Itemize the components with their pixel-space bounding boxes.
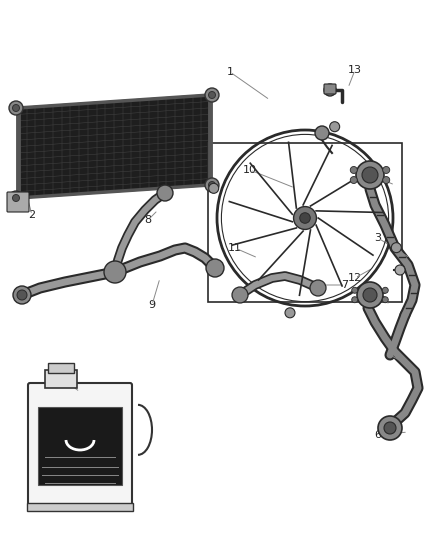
Circle shape: [205, 178, 219, 192]
Circle shape: [9, 191, 23, 205]
Circle shape: [310, 280, 326, 296]
Circle shape: [13, 286, 31, 304]
Circle shape: [378, 416, 402, 440]
Circle shape: [382, 297, 388, 303]
FancyBboxPatch shape: [324, 84, 336, 94]
Circle shape: [395, 265, 405, 275]
Circle shape: [13, 195, 20, 201]
Circle shape: [382, 287, 388, 293]
Text: 13: 13: [348, 65, 362, 75]
Circle shape: [285, 308, 295, 318]
Circle shape: [17, 290, 27, 300]
Circle shape: [383, 176, 390, 183]
Circle shape: [363, 288, 377, 302]
Text: 11: 11: [228, 243, 242, 253]
Circle shape: [232, 287, 248, 303]
Text: 3: 3: [374, 233, 381, 243]
Circle shape: [205, 88, 219, 102]
Circle shape: [300, 213, 310, 223]
Text: 10: 10: [243, 165, 257, 175]
Circle shape: [350, 166, 357, 173]
Polygon shape: [18, 95, 210, 198]
Text: 14: 14: [55, 373, 69, 383]
Circle shape: [356, 161, 384, 189]
Circle shape: [315, 126, 329, 140]
Circle shape: [391, 243, 401, 253]
Bar: [38, 407, 122, 485]
Text: 2: 2: [28, 210, 35, 220]
Circle shape: [357, 282, 383, 308]
FancyBboxPatch shape: [28, 383, 132, 505]
Circle shape: [293, 207, 316, 229]
Circle shape: [350, 176, 357, 183]
Circle shape: [352, 297, 358, 303]
Circle shape: [384, 422, 396, 434]
Text: 1: 1: [226, 67, 233, 77]
Circle shape: [324, 84, 336, 96]
Circle shape: [208, 92, 215, 99]
Circle shape: [383, 166, 390, 173]
Text: 9: 9: [148, 300, 155, 310]
Text: 5: 5: [379, 293, 386, 303]
Circle shape: [330, 122, 339, 132]
Circle shape: [9, 101, 23, 115]
Circle shape: [208, 182, 215, 189]
Bar: [45, 370, 77, 388]
Text: 5: 5: [374, 173, 381, 183]
Text: 4: 4: [386, 350, 394, 360]
Bar: [27, 503, 133, 511]
Circle shape: [352, 287, 358, 293]
Circle shape: [206, 259, 224, 277]
Circle shape: [208, 183, 219, 193]
Bar: [48, 363, 74, 373]
Circle shape: [104, 261, 126, 283]
Circle shape: [157, 185, 173, 201]
Circle shape: [362, 167, 378, 183]
Circle shape: [13, 104, 20, 111]
Text: 12: 12: [348, 273, 362, 283]
Text: 6: 6: [374, 430, 381, 440]
FancyBboxPatch shape: [7, 192, 29, 212]
Text: 8: 8: [145, 215, 152, 225]
Text: 7: 7: [342, 280, 349, 290]
